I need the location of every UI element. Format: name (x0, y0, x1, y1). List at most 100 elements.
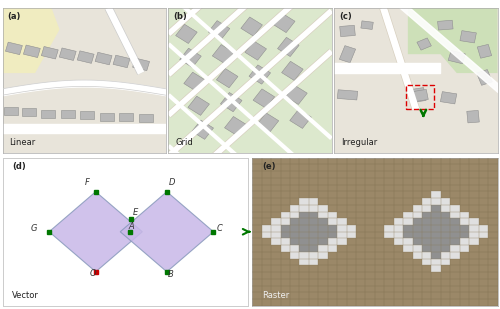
Bar (290, 205, 300, 212)
Bar (478, 44, 492, 58)
Bar (346, 232, 356, 239)
Bar (328, 245, 337, 252)
Bar (422, 245, 432, 252)
Bar (337, 232, 346, 239)
Bar (309, 239, 318, 245)
Text: A: A (129, 222, 134, 231)
Bar (340, 46, 355, 63)
Bar (318, 225, 328, 232)
Bar (257, 113, 278, 132)
Text: F: F (84, 178, 89, 187)
Text: (c): (c) (340, 12, 352, 21)
Bar (422, 212, 432, 218)
Bar (300, 205, 309, 212)
Bar (394, 218, 403, 225)
Bar (460, 218, 469, 225)
Bar (337, 218, 346, 225)
Bar (478, 225, 488, 232)
Bar (280, 212, 290, 218)
Bar (469, 218, 478, 225)
Bar (450, 232, 460, 239)
Bar (95, 52, 112, 65)
Polygon shape (408, 8, 498, 73)
Bar (41, 110, 55, 118)
Bar (412, 225, 422, 232)
Text: Irregular: Irregular (341, 138, 377, 147)
Bar (450, 245, 460, 252)
Bar (139, 114, 153, 122)
Bar (403, 218, 412, 225)
Bar (412, 87, 426, 102)
Bar (300, 259, 309, 265)
Bar (60, 48, 76, 61)
Bar (450, 239, 460, 245)
Bar (77, 51, 94, 63)
Text: (d): (d) (12, 162, 26, 171)
Bar (460, 212, 469, 218)
Bar (280, 245, 290, 252)
Text: B: B (168, 270, 174, 279)
Bar (432, 232, 441, 239)
Bar (417, 38, 432, 50)
Bar (422, 205, 432, 212)
Text: G: G (30, 224, 37, 233)
Bar (271, 225, 280, 232)
Bar (318, 212, 328, 218)
Bar (318, 245, 328, 252)
Bar (337, 239, 346, 245)
Bar (271, 232, 280, 239)
Bar (100, 113, 114, 121)
Bar (274, 13, 295, 32)
Bar (384, 232, 394, 239)
Bar (120, 113, 134, 121)
Bar (300, 252, 309, 259)
Bar (212, 44, 234, 64)
Polygon shape (49, 192, 142, 272)
Bar (328, 225, 337, 232)
Bar (450, 252, 460, 259)
Bar (432, 265, 441, 272)
Bar (318, 239, 328, 245)
Bar (309, 252, 318, 259)
Bar (450, 205, 460, 212)
Bar (300, 198, 309, 205)
Bar (441, 259, 450, 265)
Bar (441, 245, 450, 252)
Bar (318, 232, 328, 239)
Bar (309, 232, 318, 239)
Bar (441, 239, 450, 245)
Bar (394, 232, 403, 239)
Bar (460, 239, 469, 245)
Bar (338, 90, 357, 100)
Bar (6, 42, 22, 55)
Text: (a): (a) (8, 12, 21, 21)
Bar (469, 225, 478, 232)
Bar (412, 212, 422, 218)
Text: Raster: Raster (262, 291, 289, 300)
Bar (467, 110, 479, 123)
Bar (290, 232, 300, 239)
Bar (309, 212, 318, 218)
Bar (422, 225, 432, 232)
Bar (441, 205, 450, 212)
Bar (394, 239, 403, 245)
Bar (132, 58, 150, 71)
Bar (80, 111, 94, 119)
Bar (450, 225, 460, 232)
Bar (422, 232, 432, 239)
Bar (432, 191, 441, 198)
Bar (278, 37, 299, 57)
Bar (290, 239, 300, 245)
Bar (450, 218, 460, 225)
Bar (438, 20, 453, 30)
Bar (432, 252, 441, 259)
Bar (280, 225, 290, 232)
Text: C: C (216, 224, 222, 233)
Bar (441, 218, 450, 225)
Bar (253, 89, 274, 108)
Bar (280, 232, 290, 239)
Bar (403, 232, 412, 239)
Bar (290, 212, 300, 218)
Bar (432, 198, 441, 205)
Text: (b): (b) (174, 12, 187, 21)
